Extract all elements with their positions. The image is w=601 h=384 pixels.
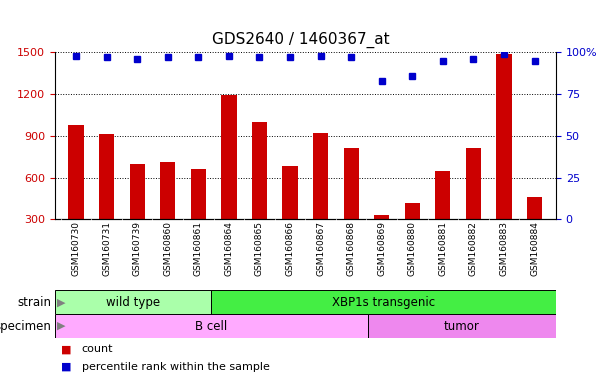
Bar <box>527 197 542 219</box>
Bar <box>55 314 368 338</box>
Text: strain: strain <box>17 296 52 309</box>
Text: B cell: B cell <box>195 319 227 333</box>
Bar <box>191 169 206 219</box>
Bar <box>99 134 114 219</box>
Text: ▶: ▶ <box>57 297 66 307</box>
Text: GSM160869: GSM160869 <box>377 222 386 276</box>
Text: GSM160882: GSM160882 <box>469 222 478 276</box>
Text: GSM160864: GSM160864 <box>224 222 233 276</box>
Text: ▶: ▶ <box>57 321 66 331</box>
Bar <box>313 133 328 219</box>
Bar <box>435 171 451 219</box>
Text: specimen: specimen <box>0 319 52 333</box>
Text: GSM160867: GSM160867 <box>316 222 325 276</box>
Bar <box>252 122 267 219</box>
Text: GSM160881: GSM160881 <box>438 222 447 276</box>
Text: GSM160730: GSM160730 <box>72 222 81 276</box>
Bar <box>212 290 556 314</box>
Text: GSM160868: GSM160868 <box>347 222 356 276</box>
Text: GSM160861: GSM160861 <box>194 222 203 276</box>
Text: XBP1s transgenic: XBP1s transgenic <box>332 296 435 309</box>
Bar <box>69 124 84 219</box>
Text: GSM160866: GSM160866 <box>285 222 294 276</box>
Text: percentile rank within the sample: percentile rank within the sample <box>82 362 270 372</box>
Text: GSM160880: GSM160880 <box>408 222 416 276</box>
Text: GSM160860: GSM160860 <box>163 222 172 276</box>
Bar <box>160 162 175 219</box>
Bar <box>466 148 481 219</box>
Text: tumor: tumor <box>444 319 480 333</box>
Bar <box>130 164 145 219</box>
Text: ■: ■ <box>61 362 71 372</box>
Text: ■: ■ <box>61 344 71 354</box>
Text: GDS2640 / 1460367_at: GDS2640 / 1460367_at <box>212 32 389 48</box>
Bar <box>374 215 389 219</box>
Text: GSM160865: GSM160865 <box>255 222 264 276</box>
Text: GSM160884: GSM160884 <box>530 222 539 276</box>
Bar <box>344 148 359 219</box>
Bar <box>55 290 212 314</box>
Text: GSM160883: GSM160883 <box>499 222 508 276</box>
Bar <box>496 54 511 219</box>
Text: GSM160731: GSM160731 <box>102 222 111 276</box>
Bar <box>404 203 420 219</box>
Bar <box>282 166 297 219</box>
Bar <box>368 314 556 338</box>
Text: count: count <box>82 344 113 354</box>
Text: GSM160739: GSM160739 <box>133 222 142 276</box>
Text: wild type: wild type <box>106 296 160 309</box>
Bar <box>221 95 237 219</box>
